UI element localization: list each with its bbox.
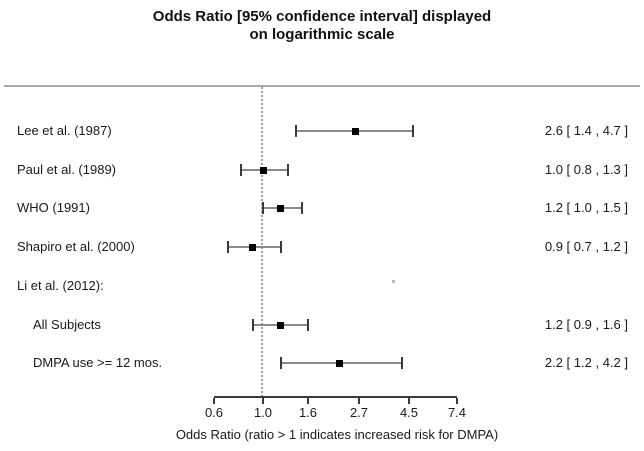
or-point-marker [260, 167, 267, 174]
top-separator-line [4, 85, 640, 87]
or-value-text: 1.2 [ 1.0 , 1.5 ] [544, 200, 628, 215]
or-point-marker [336, 360, 343, 367]
x-axis-title: Odds Ratio (ratio > 1 indicates increase… [175, 427, 499, 442]
x-axis-tick-label: 2.7 [349, 405, 369, 420]
x-axis-tick [213, 398, 215, 404]
or-value-text: 2.6 [ 1.4 , 4.7 ] [544, 123, 628, 138]
ci-cap-left [252, 319, 254, 331]
chart-title-line2: on logarithmic scale [249, 26, 395, 43]
ci-cap-left [227, 241, 229, 253]
study-label: DMPA use >= 12 mos. [33, 355, 163, 370]
x-axis-tick-label: 4.5 [399, 405, 419, 420]
or-value-text: 2.2 [ 1.2 , 4.2 ] [544, 355, 628, 370]
study-label: Paul et al. (1989) [17, 162, 117, 177]
or-value-text: 1.0 [ 0.8 , 1.3 ] [544, 162, 628, 177]
ci-cap-right [401, 357, 403, 369]
x-axis-tick [307, 398, 309, 404]
x-axis-tick-label: 0.6 [204, 405, 224, 420]
ci-cap-left [262, 202, 264, 214]
x-axis-tick [456, 398, 458, 404]
ci-cap-right [307, 319, 309, 331]
reference-line-or-1 [261, 87, 263, 397]
study-label: Li et al. (2012): [17, 278, 104, 293]
or-point-marker [277, 205, 284, 212]
or-point-marker [277, 322, 284, 329]
ci-cap-left [240, 164, 242, 176]
x-axis-tick-label: 1.0 [253, 405, 273, 420]
x-axis-tick [358, 398, 360, 404]
ci-cap-left [295, 125, 297, 137]
or-value-text: 0.9 [ 0.7 , 1.2 ] [544, 239, 628, 254]
or-point-marker [249, 244, 256, 251]
ci-cap-right [412, 125, 414, 137]
x-axis-tick [262, 398, 264, 404]
x-axis-tick [408, 398, 410, 404]
study-label: All Subjects [33, 317, 101, 332]
chart-title-line1: Odds Ratio [95% confidence interval] dis… [152, 8, 492, 25]
ci-cap-right [301, 202, 303, 214]
ci-cap-right [287, 164, 289, 176]
stray-dot [392, 280, 395, 283]
study-label: Shapiro et al. (2000) [17, 239, 135, 254]
ci-cap-left [280, 357, 282, 369]
x-axis-tick-label: 1.6 [298, 405, 318, 420]
x-axis-line [214, 396, 457, 398]
or-point-marker [352, 128, 359, 135]
x-axis-tick-label: 7.4 [447, 405, 467, 420]
chart-title: Odds Ratio [95% confidence interval] dis… [0, 8, 644, 44]
study-label: Lee et al. (1987) [17, 123, 112, 138]
study-label: WHO (1991) [17, 200, 90, 215]
or-value-text: 1.2 [ 0.9 , 1.6 ] [544, 317, 628, 332]
ci-cap-right [280, 241, 282, 253]
